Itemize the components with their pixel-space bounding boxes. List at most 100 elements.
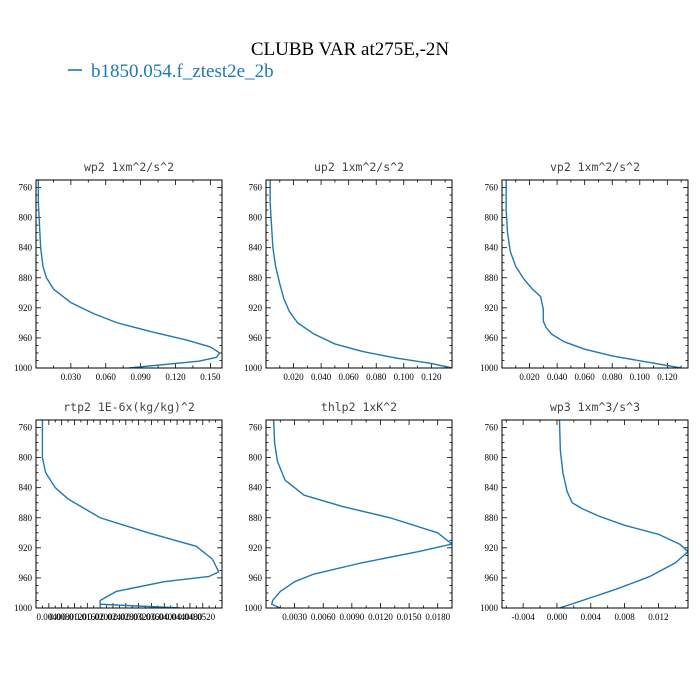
series-line xyxy=(37,180,221,368)
x-tick-label: 0.0520 xyxy=(190,612,215,622)
y-tick-label: 880 xyxy=(485,513,499,523)
y-tick-label: 960 xyxy=(19,333,33,343)
legend-label: b1850.054.f_ztest2e_2b xyxy=(91,61,274,82)
panel-6: wp3 1xm^3/s^3 760 800 840 880 920 960 1000 -0.00… xyxy=(480,400,689,622)
x-tick-label: 0.0030 xyxy=(282,612,307,622)
x-tick-label: 0.0080 xyxy=(49,612,74,622)
x-tick-label: 0.0280 xyxy=(113,612,138,622)
y-tick-label: 960 xyxy=(249,573,263,583)
y-tick-label: 760 xyxy=(485,423,499,433)
x-tick-label: 0.040 xyxy=(547,372,568,382)
x-tick-label: 0.0120 xyxy=(62,612,87,622)
series-line xyxy=(558,420,688,608)
y-tick-label: 960 xyxy=(249,333,263,343)
plot-frame xyxy=(265,419,453,609)
x-tick-label: 0.060 xyxy=(96,372,117,382)
panel-2: up2 1xm^2/s^2 760 800 840 880 920 960 1000 0.020… xyxy=(244,160,453,382)
x-tick-label: 0.100 xyxy=(630,372,651,382)
panel-3: vp2 1xm^2/s^2 760 800 840 880 920 960 1000 0.020… xyxy=(480,160,689,382)
series-line xyxy=(505,180,682,368)
x-tick-label: 0.0090 xyxy=(339,612,364,622)
x-tick-label: 0.0360 xyxy=(139,612,164,622)
x-tick-label: 0.080 xyxy=(366,372,387,382)
series-line xyxy=(271,420,452,608)
y-tick-label: 880 xyxy=(249,513,263,523)
panel-title: wp3 1xm^3/s^3 xyxy=(550,400,640,414)
y-tick-label: 1000 xyxy=(480,603,499,613)
x-tick-label: 0.120 xyxy=(421,372,442,382)
x-tick-label: 0.0400 xyxy=(152,612,177,622)
x-tick-label: 0.0060 xyxy=(311,612,336,622)
y-tick-label: 960 xyxy=(19,573,33,583)
x-tick-label: 0.150 xyxy=(200,372,221,382)
y-tick-label: 1000 xyxy=(14,603,33,613)
y-tick-label: 800 xyxy=(485,213,499,223)
x-tick-label: 0.060 xyxy=(339,372,360,382)
series-line xyxy=(269,180,452,368)
panel-title: up2 1xm^2/s^2 xyxy=(314,160,404,174)
y-tick-label: 760 xyxy=(249,423,263,433)
x-tick-label: 0.0040 xyxy=(36,612,61,622)
x-tick-label: 0.0120 xyxy=(368,612,393,622)
x-tick-label: 0.020 xyxy=(283,372,304,382)
y-tick-label: 760 xyxy=(249,183,263,193)
y-tick-label: 880 xyxy=(485,273,499,283)
x-tick-label: -0.004 xyxy=(512,612,536,622)
x-tick-label: 0.030 xyxy=(61,372,82,382)
panel-1: wp2 1xm^2/s^2 760 800 840 880 920 960 1000 0.030… xyxy=(14,160,223,382)
x-tick-label: 0.120 xyxy=(657,372,678,382)
y-tick-label: 800 xyxy=(249,453,263,463)
x-tick-label: 0.000 xyxy=(547,612,568,622)
x-tick-label: 0.0180 xyxy=(425,612,450,622)
y-tick-label: 840 xyxy=(249,243,263,253)
x-tick-label: 0.0440 xyxy=(165,612,190,622)
x-tick-label: 0.020 xyxy=(519,372,540,382)
x-tick-label: 0.0150 xyxy=(397,612,422,622)
x-tick-label: 0.008 xyxy=(614,612,635,622)
y-tick-label: 920 xyxy=(19,543,33,553)
y-tick-label: 800 xyxy=(19,213,33,223)
x-tick-label: 0.0240 xyxy=(101,612,126,622)
panel-title: vp2 1xm^2/s^2 xyxy=(550,160,640,174)
y-tick-label: 1000 xyxy=(244,363,263,373)
y-tick-label: 800 xyxy=(485,453,499,463)
y-tick-label: 920 xyxy=(249,303,263,313)
plot-frame xyxy=(265,179,453,369)
panel-5: thlp2 1xK^2 760 800 840 880 920 960 1000 0.0030 0… xyxy=(244,400,453,622)
y-tick-label: 800 xyxy=(19,453,33,463)
legend: b1850.054.f_ztest2e_2b xyxy=(68,61,274,82)
figure-title: CLUBB VAR at275E,-2N xyxy=(251,39,450,60)
x-tick-label: 0.090 xyxy=(131,372,152,382)
y-tick-label: 920 xyxy=(249,543,263,553)
plot-frame xyxy=(35,419,223,609)
x-tick-label: 0.120 xyxy=(165,372,186,382)
panel-4: rtp2 1E-6x(kg/kg)^2 760 800 840 880 920 960 100… xyxy=(14,400,223,622)
y-tick-label: 1000 xyxy=(244,603,263,613)
y-tick-label: 920 xyxy=(485,543,499,553)
y-tick-label: 920 xyxy=(485,303,499,313)
y-tick-label: 960 xyxy=(485,333,499,343)
x-tick-label: 0.0200 xyxy=(88,612,113,622)
plot-frame xyxy=(501,179,689,369)
series-line xyxy=(41,420,220,608)
x-tick-label: 0.004 xyxy=(581,612,602,622)
y-tick-label: 800 xyxy=(249,213,263,223)
y-tick-label: 840 xyxy=(249,483,263,493)
plot-frame xyxy=(501,419,689,609)
y-tick-label: 840 xyxy=(19,243,33,253)
x-tick-label: 0.100 xyxy=(394,372,415,382)
x-tick-label: 0.040 xyxy=(311,372,332,382)
y-tick-label: 840 xyxy=(485,243,499,253)
y-tick-label: 1000 xyxy=(480,363,499,373)
x-tick-label: 0.0480 xyxy=(178,612,203,622)
panel-grid: wp2 1xm^2/s^2 760 800 840 880 920 960 1000 0.030… xyxy=(14,160,689,622)
panel-title: wp2 1xm^2/s^2 xyxy=(84,160,174,174)
x-tick-label: 0.012 xyxy=(648,612,668,622)
y-tick-label: 840 xyxy=(19,483,33,493)
x-tick-label: 0.0160 xyxy=(75,612,100,622)
y-tick-label: 880 xyxy=(249,273,263,283)
x-tick-label: 0.0320 xyxy=(126,612,151,622)
y-tick-label: 760 xyxy=(19,183,33,193)
y-tick-label: 1000 xyxy=(14,363,33,373)
y-tick-label: 960 xyxy=(485,573,499,583)
